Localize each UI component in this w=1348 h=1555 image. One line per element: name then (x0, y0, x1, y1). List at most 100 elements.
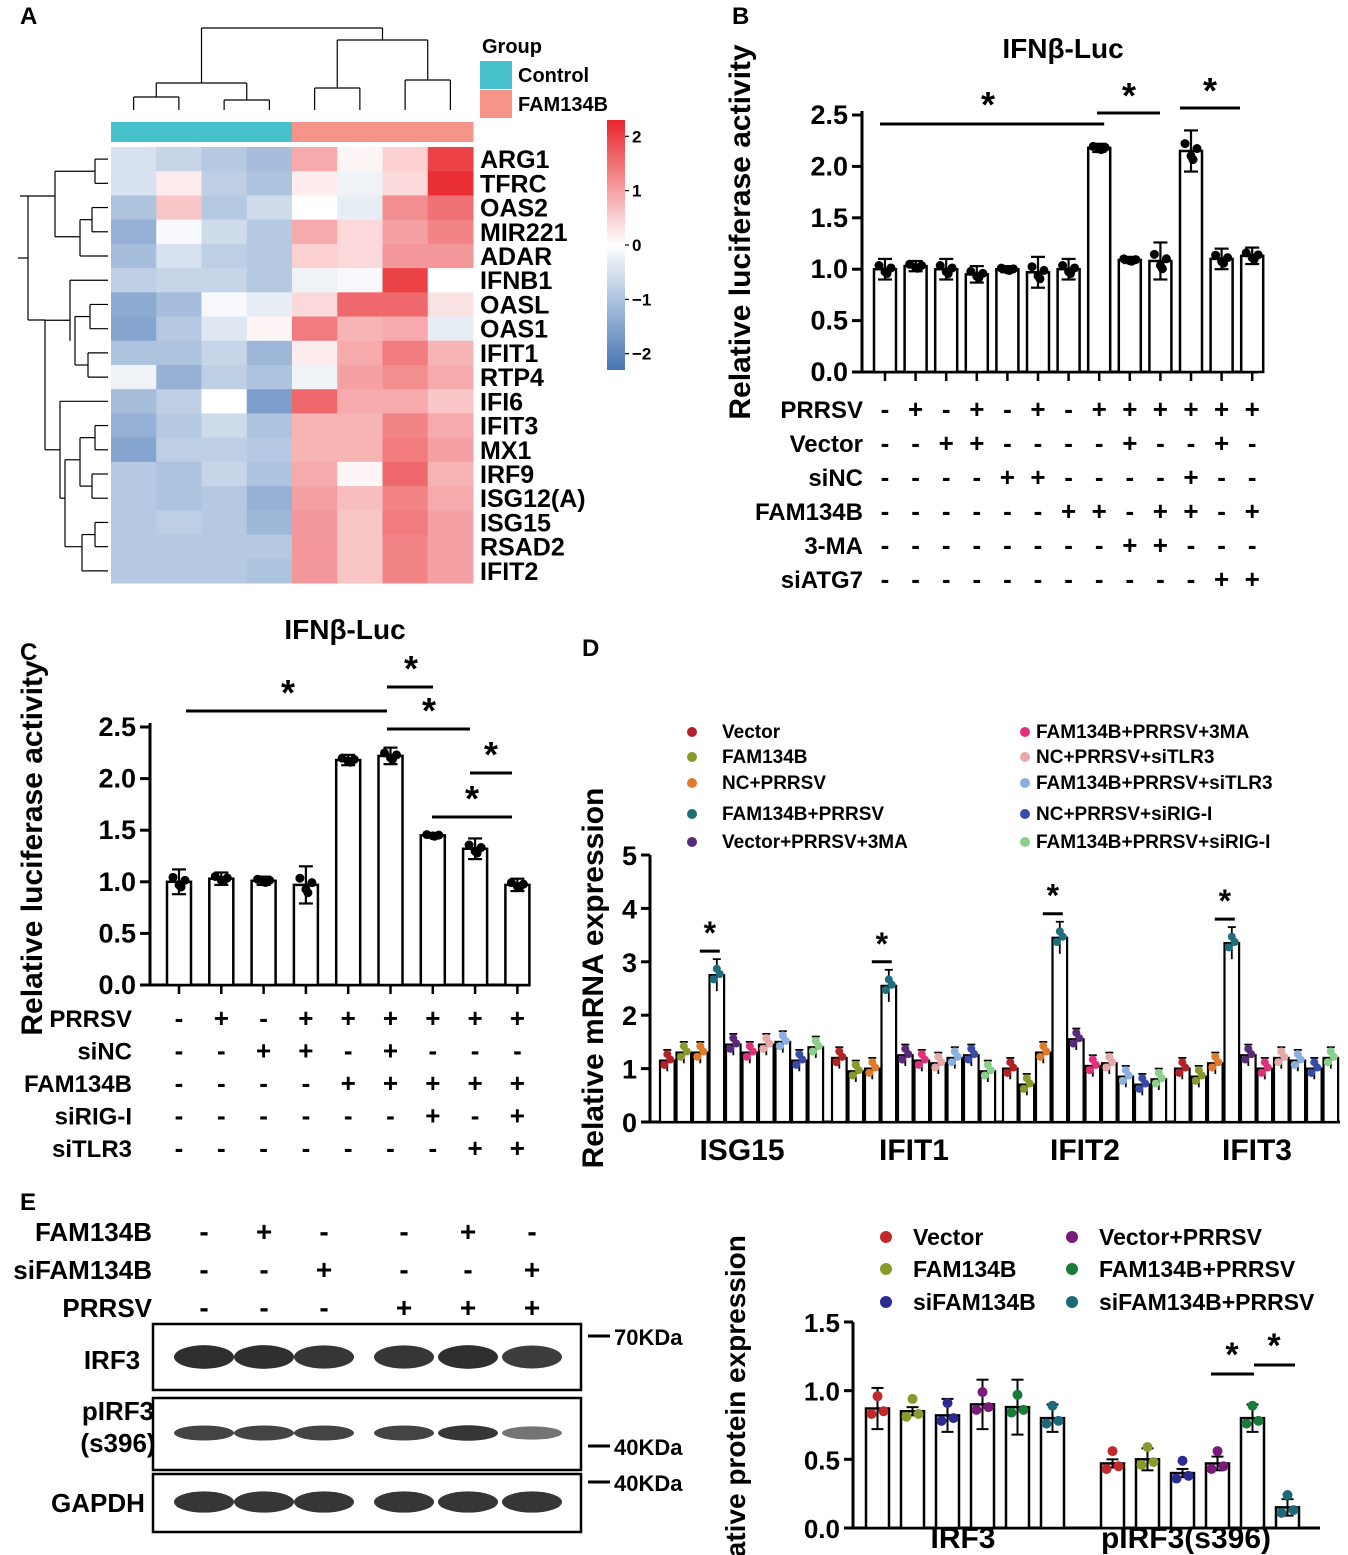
data-point (307, 878, 317, 888)
data-point (1091, 1060, 1100, 1069)
gene-label: IFNB1 (480, 267, 552, 295)
condition-sign: + (969, 394, 984, 424)
legend-label: Vector+PRRSV+3MA (722, 832, 908, 853)
heatmap-cell (427, 413, 474, 439)
data-point (1282, 1490, 1293, 1501)
condition-label: FAM134B (24, 1071, 132, 1098)
condition-sign: - (1187, 428, 1196, 458)
heatmap-cell (111, 486, 157, 511)
condition-sign: + (425, 1101, 440, 1131)
condition-sign: + (1245, 564, 1260, 594)
gene-label: ISG12(A) (480, 485, 586, 513)
condition-sign: + (908, 394, 923, 424)
heatmap-cell (382, 558, 429, 584)
condition-sign: - (972, 564, 981, 594)
heatmap-cell (246, 534, 293, 560)
data-point (1151, 1079, 1160, 1088)
heatmap-cell (201, 461, 248, 487)
heatmap-cell (382, 510, 429, 536)
legend-label: NC+PRRSV+siTLR3 (1036, 747, 1214, 768)
legend-label-control: Control (518, 65, 589, 87)
condition-sign: - (399, 1216, 408, 1247)
significance-star: * (1225, 1336, 1239, 1374)
condition-sign: + (939, 428, 954, 458)
condition-sign: - (972, 530, 981, 560)
data-point (1012, 1389, 1023, 1400)
heatmap-cell (337, 534, 383, 560)
condition-sign: - (911, 428, 920, 458)
gene-label: ARG1 (480, 146, 550, 174)
heatmap-cell (427, 147, 474, 172)
condition-sign: - (911, 462, 920, 492)
blot-sublabel: (s396) (80, 1428, 155, 1458)
condition-sign: - (1034, 496, 1043, 526)
data-point (1329, 1052, 1338, 1061)
condition-label: Vector (790, 431, 863, 458)
panel-c-bar-chart: IFNβ-Luc Relative luciferase activity 0.0 0… (16, 614, 531, 1163)
data-point (709, 975, 718, 984)
heatmap-cell (201, 558, 248, 584)
heatmap-cell (246, 510, 293, 536)
significance-star: * (422, 690, 436, 731)
heatmap-cell (292, 510, 338, 536)
data-point (1058, 260, 1068, 270)
condition-sign: + (1092, 496, 1107, 526)
heatmap-cell (382, 219, 429, 245)
data-point (1096, 145, 1106, 155)
condition-sign: + (1245, 394, 1260, 424)
data-point (971, 1404, 982, 1415)
data-point (699, 1047, 708, 1056)
bar (504, 883, 531, 987)
heatmap-cell (156, 316, 202, 342)
data-point (1191, 1076, 1200, 1085)
data-point (1313, 1063, 1322, 1072)
condition-sign: + (510, 1003, 525, 1033)
heatmap-cell (337, 268, 383, 293)
condition-sign: - (175, 1036, 184, 1066)
condition-sign: + (468, 1003, 483, 1033)
chart-title: IFNβ-Luc (284, 614, 405, 645)
legend-marker (687, 778, 697, 788)
heatmap-cell (337, 413, 383, 439)
x-tick-label: IFIT3 (1222, 1134, 1292, 1167)
condition-sign: - (175, 1068, 184, 1098)
condition-sign: - (175, 1133, 184, 1163)
condition-sign: - (175, 1101, 184, 1131)
condition-sign: - (259, 1068, 268, 1098)
heatmap-cell (337, 389, 383, 414)
panel-label-a: A (20, 3, 37, 30)
gene-label: ADAR (480, 243, 552, 271)
bar (1239, 1416, 1266, 1530)
bar (757, 1043, 775, 1124)
data-point (380, 748, 389, 758)
heatmap-cell (382, 413, 429, 439)
y-tick-label: 5 (622, 841, 637, 871)
significance-star: * (1267, 1327, 1281, 1365)
legend-label: FAM134B+PRRSV+3MA (1036, 722, 1250, 743)
condition-sign: + (510, 1068, 525, 1098)
heatmap-cell (427, 171, 474, 196)
condition-sign: - (1003, 428, 1012, 458)
condition-label: siFAM134B (13, 1255, 152, 1285)
colorbar-tick-label: 2 (632, 127, 641, 146)
data-point (1192, 144, 1202, 154)
significance-star: * (465, 778, 479, 819)
significance-star: * (876, 926, 889, 962)
y-axis-label: Relative mRNA expression (577, 788, 610, 1169)
data-point (765, 1039, 774, 1048)
data-point (775, 1042, 784, 1051)
heatmap-cell (111, 171, 157, 196)
condition-sign: - (1095, 564, 1104, 594)
group-annotation-cell (246, 122, 293, 142)
bar (1051, 936, 1069, 1124)
heatmap-cell (337, 147, 383, 172)
data-point (1214, 1058, 1223, 1067)
condition-sign: - (942, 530, 951, 560)
legend-title: Group (482, 36, 542, 58)
data-point (1149, 249, 1159, 259)
heatmap-cell (337, 437, 383, 463)
heatmap-cell (201, 316, 248, 342)
heatmap-cell (201, 365, 248, 390)
condition-label: siATG7 (781, 567, 863, 594)
data-point (866, 1409, 877, 1420)
